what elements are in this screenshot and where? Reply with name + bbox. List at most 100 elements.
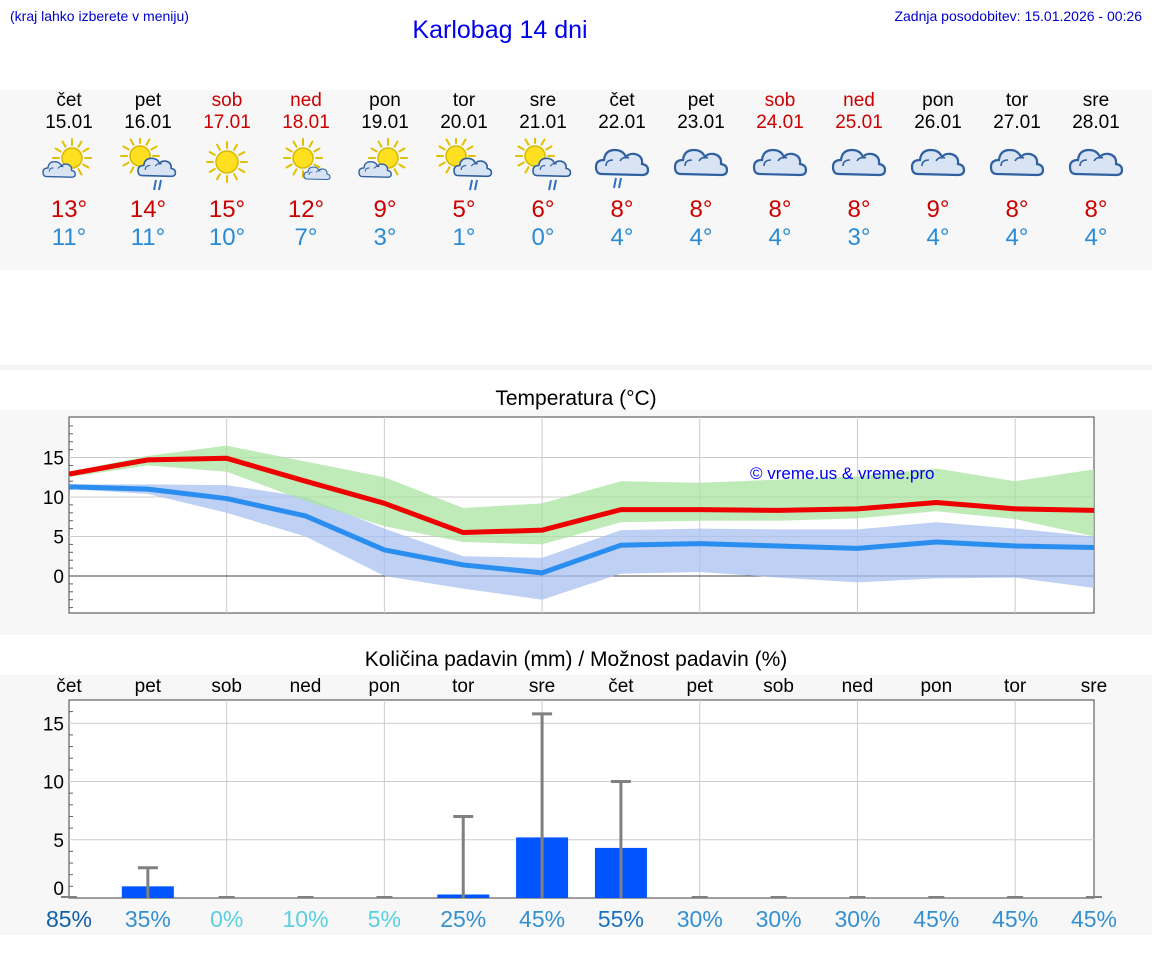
day-name: pon (369, 90, 401, 111)
day-date: 26.01 (914, 112, 962, 133)
max-temperature: 9° (926, 196, 950, 223)
partly-cloudy-icon (358, 138, 408, 178)
day-name: pet (687, 90, 715, 111)
y-tick-label: 0 (53, 567, 64, 588)
forecast-day: čet 15.01 13° 11° (29, 90, 109, 252)
forecast-day: tor 27.01 8° 4° (977, 90, 1057, 252)
day-name: sob (211, 90, 243, 111)
temperature-chart-title: Temperatura (°C) (495, 387, 657, 410)
day-name: čet (609, 90, 635, 111)
day-date: 18.01 (282, 112, 330, 133)
cloud-icon (1068, 148, 1124, 177)
day-name: sob (764, 90, 796, 111)
forecast-day: tor 20.01 5° 1° (424, 90, 504, 252)
precipitation-probability: 45% (913, 906, 959, 932)
x-category-label: sob (763, 676, 794, 697)
precipitation-probability: 10% (283, 906, 329, 932)
max-temperature: 9° (373, 196, 397, 223)
min-temperature: 4° (926, 224, 950, 251)
day-date: 15.01 (45, 112, 93, 133)
day-name: ned (843, 90, 875, 111)
precipitation-probability: 85% (46, 906, 92, 932)
x-category-label: sob (211, 676, 242, 697)
x-category-label: pon (369, 676, 401, 697)
separator-band (0, 365, 1152, 370)
forecast-day: sre 21.01 6° 0° (503, 90, 583, 252)
max-temperature-line (68, 455, 1095, 536)
y-tick-label: 15 (43, 449, 64, 470)
min-temperature: 10° (208, 224, 246, 251)
precipitation-probability: 35% (125, 906, 171, 932)
max-temperature: 8° (610, 196, 634, 223)
x-category-label: sre (529, 676, 555, 697)
min-temperature: 4° (1084, 224, 1108, 251)
partly-cloudy-icon (42, 138, 92, 178)
day-date: 21.01 (519, 112, 567, 133)
sun-cloud-rain-icon (120, 138, 177, 191)
location-hint: (kraj lahko izberete v meniju) (10, 8, 189, 24)
sun-cloud-rain-icon (436, 138, 493, 191)
max-temperature: 14° (129, 196, 167, 223)
cloud-icon (673, 148, 729, 177)
precipitation-chart: 0 5 10 15 čet pet sob ned pon tor sre čet pet sob ned p… (43, 676, 1117, 932)
x-category-label: ned (290, 676, 322, 697)
max-temperature-range (69, 445, 1094, 545)
precipitation-probability: 55% (598, 906, 644, 932)
forecast-days-band (0, 90, 1152, 270)
y-tick-label: 5 (53, 831, 64, 852)
precipitation-probability: 5% (368, 906, 401, 932)
forecast-day: ned 18.01 12° 7° (266, 90, 346, 252)
min-temperature: 3° (373, 224, 397, 251)
forecast-day: sob 24.01 8° 4° (740, 90, 820, 252)
precipitation-probability: 45% (1071, 906, 1117, 932)
max-temperature: 12° (287, 196, 325, 223)
forecast-day: sre 28.01 8° 4° (1056, 90, 1136, 252)
day-date: 16.01 (124, 112, 172, 133)
y-tick-label: 10 (43, 773, 64, 794)
forecast-day: ned 25.01 8° 3° (819, 90, 899, 252)
y-tick-label: 10 (43, 488, 64, 509)
forecast-day: čet 22.01 8° 4° (582, 90, 662, 252)
cloud-icon (910, 148, 966, 177)
precipitation-probability: 25% (440, 906, 486, 932)
precipitation-probability: 0% (210, 906, 243, 932)
day-name: tor (1005, 90, 1029, 111)
sun-cloud-rain-icon (515, 138, 572, 191)
max-temperature: 15° (208, 196, 246, 223)
forecast-day: pon 19.01 9° 3° (345, 90, 425, 252)
max-temperature: 8° (847, 196, 871, 223)
precipitation-probability: 45% (519, 906, 565, 932)
plot-area (68, 699, 1095, 899)
min-temperature-line (68, 484, 1095, 576)
last-updated: Zadnja posodobitev: 15.01.2026 - 00:26 (894, 8, 1142, 24)
x-category-label: čet (608, 676, 634, 697)
min-temperature: 4° (768, 224, 792, 251)
day-name: sre (529, 90, 557, 111)
max-temperature: 5° (452, 196, 476, 223)
min-temperature: 1° (452, 224, 476, 251)
y-tick-label: 15 (43, 714, 64, 735)
x-category-label: tor (452, 676, 475, 697)
min-temperature: 0° (531, 224, 555, 251)
day-date: 23.01 (677, 112, 725, 133)
day-date: 22.01 (598, 112, 646, 133)
day-name: pon (922, 90, 954, 111)
precipitation-probability: 30% (756, 906, 802, 932)
day-date: 25.01 (835, 112, 883, 133)
cloud-icon (752, 148, 808, 177)
x-category-label: ned (842, 676, 874, 697)
min-temperature: 4° (689, 224, 713, 251)
x-category-label: pet (687, 676, 714, 697)
cloud-icon (831, 148, 887, 177)
min-temperature-range (69, 484, 1094, 600)
day-name: sre (1082, 90, 1110, 111)
min-temperature: 7° (294, 224, 318, 251)
x-category-label: pon (920, 676, 952, 697)
precipitation-probability: 45% (992, 906, 1038, 932)
precipitation-probability: 30% (834, 906, 880, 932)
day-name: tor (452, 90, 476, 111)
day-name: pet (134, 90, 162, 111)
day-date: 19.01 (361, 112, 409, 133)
precipitation-chart-title: Količina padavin (mm) / Možnost padavin … (364, 648, 788, 671)
max-temperature: 8° (689, 196, 713, 223)
